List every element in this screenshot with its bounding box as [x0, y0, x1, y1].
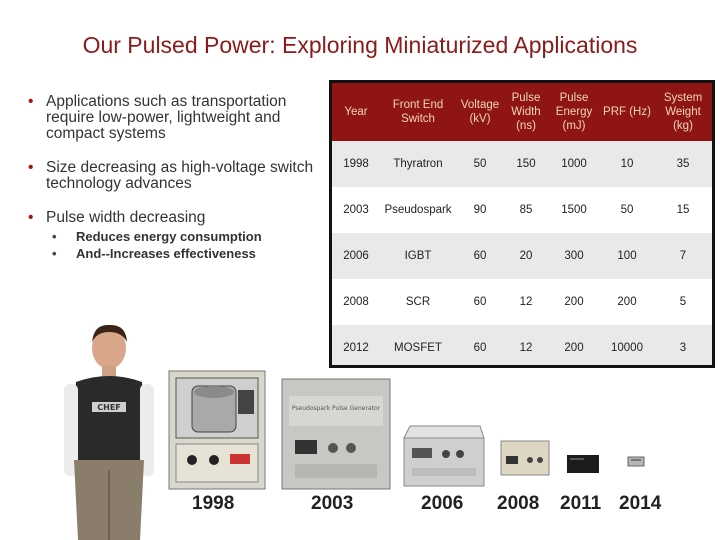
cell-pulse-width: 85 [519, 204, 533, 216]
cell-switch: SCR [405, 296, 431, 308]
year-label-2011: 2011 [560, 493, 602, 514]
bullet-dot: • [28, 159, 34, 176]
table-row: 2008 SCR 60 12 200 200 5 [332, 279, 712, 325]
cell-year: 2012 [332, 325, 380, 365]
header-voltage: Voltage (kV) [456, 83, 504, 141]
cell-switch: Pseudospark [384, 204, 452, 216]
year-label-2003: 2003 [311, 493, 354, 514]
year-label-1998: 1998 [192, 493, 235, 514]
slide-title: Our Pulsed Power: Exploring Miniaturized… [82, 32, 638, 58]
bullet-list: • Applications such as transportation re… [28, 94, 338, 262]
cell-year: 2003 [343, 204, 369, 216]
cell-switch: Thyratron [380, 141, 456, 187]
cell-weight: 7 [654, 233, 712, 279]
sub-bullet-effectiveness: • And--Increases effectiveness [52, 245, 338, 262]
shirt-logo: CHEF [97, 403, 121, 412]
cell-prf: 50 [620, 204, 634, 216]
cell-pulse-energy: 1500 [561, 204, 587, 216]
cell-pulse-width: 12 [519, 296, 533, 308]
cell-switch: IGBT [380, 233, 456, 279]
device-photos: CHEF Pseudospark Pulse Generator [0, 318, 720, 540]
cell-weight: 3 [654, 325, 712, 365]
sub-bullet-dot: • [52, 246, 57, 261]
header-weight: System Weight (kg) [654, 83, 712, 141]
device-2014-photo [627, 456, 645, 467]
device-2011-photo [567, 455, 599, 473]
table-row: 2006 IGBT 60 20 300 100 7 [332, 233, 712, 279]
cell-pulse-width: 20 [504, 233, 548, 279]
sub-bullet-dot: • [52, 229, 57, 244]
bullet-pulse-width: • Pulse width decreasing [28, 210, 338, 226]
cell-voltage: 50 [456, 141, 504, 187]
table-row: 1998 Thyratron 50 150 1000 10 35 [332, 141, 712, 187]
table-row: 2003 Pseudospark 90 85 1500 50 15 [332, 187, 712, 233]
cell-voltage: 60 [473, 296, 487, 308]
cell-pulse-width: 150 [504, 141, 548, 187]
cell-prf: 200 [617, 296, 637, 308]
cell-year: 2006 [332, 233, 380, 279]
bullet-size: • Size decreasing as high-voltage switch… [28, 160, 338, 192]
specs-table: Year Front End Switch Voltage (kV) Pulse… [332, 83, 712, 365]
year-label-2008: 2008 [497, 493, 540, 514]
header-year: Year [332, 83, 380, 141]
bullet-applications: • Applications such as transportation re… [28, 94, 338, 142]
table-row: 2012 MOSFET 60 12 200 10000 3 [332, 325, 712, 365]
cell-pulse-energy: 200 [564, 296, 584, 308]
cell-voltage: 60 [456, 233, 504, 279]
cell-prf: 10000 [600, 325, 654, 365]
cell-year: 2008 [343, 296, 369, 308]
sub-bullet-effectiveness-text: And--Increases effectiveness [76, 246, 256, 261]
cell-weight: 35 [654, 141, 712, 187]
table-header-row: Year Front End Switch Voltage (kV) Pulse… [332, 83, 712, 141]
device-1998-photo [168, 370, 266, 490]
device-2003-label: Pseudospark Pulse Generator [292, 405, 381, 412]
header-pulse-energy: Pulse Energy (mJ) [548, 83, 600, 141]
year-label-2006: 2006 [421, 493, 464, 514]
year-label-2014: 2014 [619, 493, 662, 514]
sub-bullet-energy-text: Reduces energy consumption [76, 229, 262, 244]
sub-bullet-energy: • Reduces energy consumption [52, 228, 338, 245]
device-2006-photo [403, 425, 485, 487]
bullet-dot: • [28, 209, 34, 226]
cell-pulse-energy: 200 [548, 325, 600, 365]
cell-voltage: 90 [473, 204, 487, 216]
bullet-pulse-width-text: Pulse width decreasing [46, 209, 206, 226]
device-2008-photo [500, 440, 550, 476]
cell-switch: MOSFET [380, 325, 456, 365]
cell-weight: 5 [679, 296, 687, 308]
bullet-applications-text: Applications such as transportation requ… [46, 93, 287, 142]
cell-voltage: 60 [456, 325, 504, 365]
header-switch: Front End Switch [380, 83, 456, 141]
cell-weight: 15 [676, 204, 690, 216]
device-2003-photo: Pseudospark Pulse Generator [281, 378, 391, 490]
bullet-dot: • [28, 93, 34, 110]
bullet-size-text: Size decreasing as high-voltage switch t… [46, 159, 314, 192]
specs-table-frame: Year Front End Switch Voltage (kV) Pulse… [329, 80, 715, 368]
cell-prf: 10 [600, 141, 654, 187]
cell-pulse-width: 12 [504, 325, 548, 365]
person-photo: CHEF [64, 324, 154, 540]
cell-pulse-energy: 300 [548, 233, 600, 279]
cell-year: 1998 [332, 141, 380, 187]
header-pulse-width: Pulse Width (ns) [504, 83, 548, 141]
cell-pulse-energy: 1000 [548, 141, 600, 187]
cell-prf: 100 [600, 233, 654, 279]
header-prf: PRF (Hz) [600, 83, 654, 141]
